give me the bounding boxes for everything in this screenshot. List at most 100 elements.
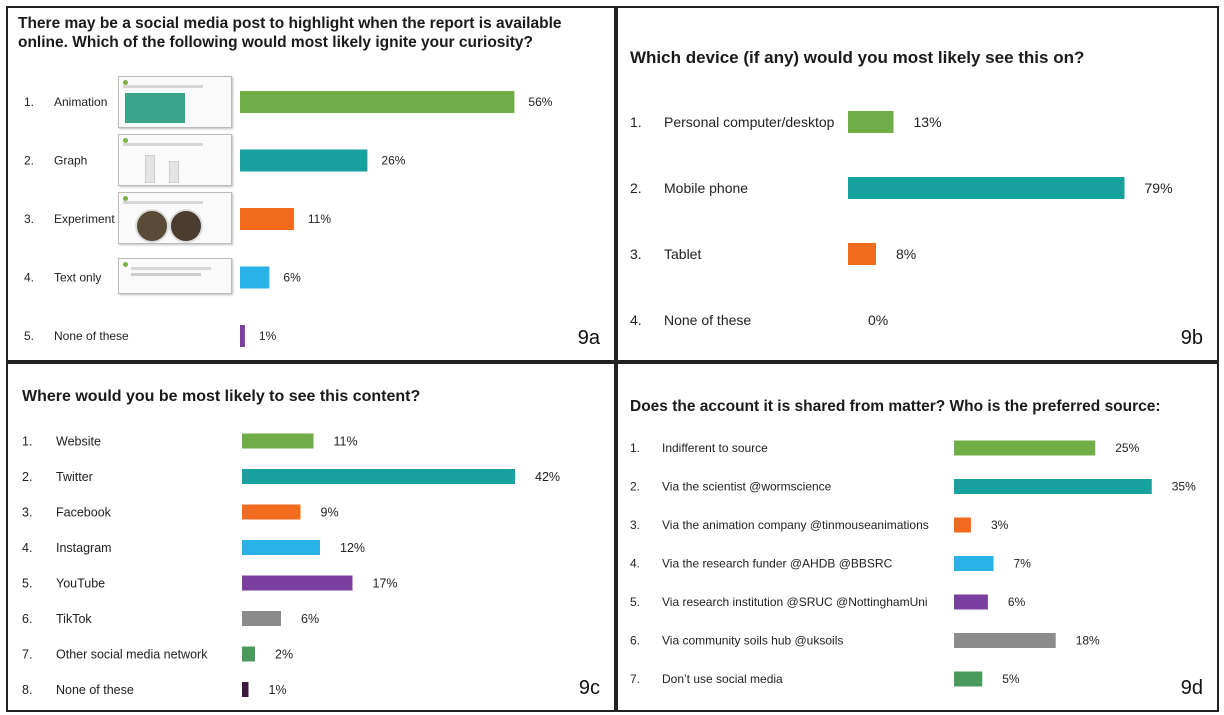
category-label: TikTok [56, 612, 92, 626]
row-number: 5. [24, 329, 34, 343]
category-label: Text only [54, 271, 101, 285]
bar-chart-9b: 1. Personal computer/desktop 13% 2. Mobile p… [630, 111, 1173, 328]
value-label: 42% [535, 470, 560, 484]
bar [954, 556, 994, 571]
bar [848, 177, 1125, 199]
row-number: 1. [24, 95, 34, 109]
text-only-thumbnail [118, 258, 232, 294]
value-label: 79% [1145, 180, 1173, 196]
category-label: Via the research funder @AHDB @BBSRC [662, 557, 893, 571]
value-label: 8% [896, 246, 916, 262]
value-label: 1% [269, 683, 287, 697]
row-number: 4. [630, 312, 642, 328]
value-label: 25% [1115, 441, 1139, 455]
bar [242, 682, 249, 697]
row-number: 1. [630, 114, 642, 130]
chart-panel-9c: Where would you be most likely to see th… [6, 362, 616, 712]
row-number: 4. [630, 557, 640, 571]
row-number: 4. [22, 541, 32, 555]
category-label: Facebook [56, 505, 112, 519]
value-label: 56% [528, 95, 552, 109]
bar [242, 469, 515, 484]
graph-thumbnail [118, 134, 232, 186]
value-label: 17% [373, 576, 398, 590]
row-number: 5. [630, 595, 640, 609]
value-label: 26% [381, 154, 405, 168]
value-label: 11% [308, 212, 331, 226]
category-label: Other social media network [56, 647, 208, 661]
value-label: 35% [1172, 480, 1196, 494]
category-label: None of these [56, 683, 134, 697]
chart-panel-9b: Which device (if any) would you most lik… [616, 6, 1219, 362]
value-label: 7% [1014, 557, 1032, 571]
bar [954, 594, 988, 610]
category-label: None of these [664, 312, 751, 328]
row-number: 3. [630, 518, 640, 532]
value-label: 2% [275, 647, 293, 661]
row-number: 2. [24, 154, 34, 168]
bar [954, 671, 983, 687]
bar [242, 433, 314, 449]
bar [954, 440, 1096, 456]
row-number: 5. [22, 576, 32, 590]
category-label: Via community soils hub @uksoils [662, 634, 843, 648]
bar [242, 611, 281, 626]
chart-title: Does the account it is shared from matte… [630, 398, 1161, 415]
value-label: 18% [1076, 634, 1100, 648]
chart-title: There may be a social media post to high… [18, 15, 562, 51]
row-number: 7. [22, 647, 32, 661]
row-number: 2. [630, 480, 640, 494]
value-label: 1% [259, 329, 277, 343]
category-label: Mobile phone [664, 180, 748, 196]
category-label: Twitter [56, 470, 93, 484]
category-label: Indifferent to source [662, 441, 768, 455]
chart-title: Where would you be most likely to see th… [22, 388, 421, 405]
animation-thumbnail [118, 76, 232, 128]
bar [240, 149, 368, 172]
category-label: Website [56, 434, 101, 448]
bar [240, 266, 270, 289]
category-label: YouTube [56, 576, 105, 590]
chart-panel-9a: There may be a social media post to high… [6, 6, 616, 362]
bar [242, 575, 353, 591]
bar-chart-9a: 1. Animation 56% 2. Graph 26% 3. Experiment 11% 4… [24, 91, 553, 347]
row-number: 3. [22, 505, 32, 519]
panel-label: 9d [1180, 677, 1203, 699]
panel-label: 9b [1180, 327, 1203, 349]
row-number: 8. [22, 683, 32, 697]
row-number: 3. [630, 246, 642, 262]
category-label: Tablet [664, 246, 701, 262]
bar [242, 504, 301, 520]
value-label: 9% [321, 505, 339, 519]
panel-label: 9a [577, 327, 600, 349]
category-label: Animation [54, 95, 107, 109]
value-label: 6% [301, 612, 319, 626]
row-number: 3. [24, 212, 34, 226]
row-number: 2. [22, 470, 32, 484]
chart-panel-9d: Does the account it is shared from matte… [616, 362, 1219, 712]
category-label: Don’t use social media [662, 672, 783, 686]
bar [954, 517, 971, 533]
value-label: 11% [334, 434, 358, 448]
bar-chart-9d: 1. Indifferent to source 25% 2. Via the scie… [630, 440, 1196, 687]
value-label: 5% [1002, 672, 1020, 686]
panel-label: 9c [578, 677, 600, 699]
bar [954, 633, 1056, 648]
value-label: 12% [340, 541, 365, 555]
value-label: 13% [914, 114, 942, 130]
bar [240, 208, 294, 230]
bar [242, 540, 320, 555]
bar [848, 111, 894, 133]
category-label: Experiment [54, 212, 115, 226]
bar [240, 325, 245, 347]
row-number: 7. [630, 672, 640, 686]
category-label: Via the scientist @wormscience [662, 480, 832, 494]
category-label: Personal computer/desktop [664, 114, 835, 130]
row-number: 4. [24, 271, 34, 285]
category-label: Instagram [56, 541, 112, 555]
value-label: 6% [283, 271, 301, 285]
row-number: 6. [22, 612, 32, 626]
bar [848, 243, 876, 265]
experiment-thumbnail [118, 192, 232, 244]
category-label: Via the animation company @tinmouseanima… [662, 518, 929, 532]
